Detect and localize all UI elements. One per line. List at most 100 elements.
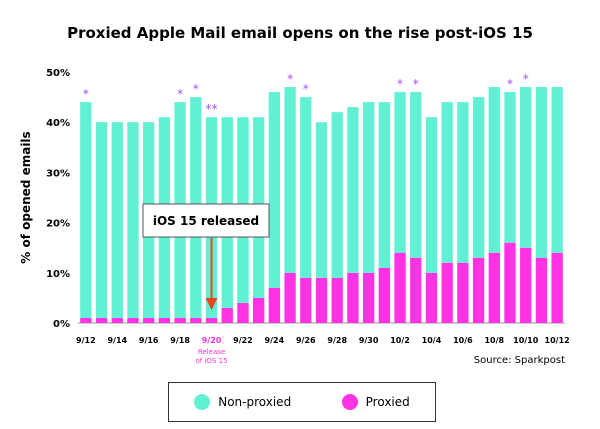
significance-star: * (413, 77, 419, 91)
x-tick-label: 9/28 (327, 336, 347, 345)
bar-proxied (472, 257, 485, 323)
bar-non-proxied (488, 87, 500, 253)
bar-proxied (190, 317, 202, 323)
bar-proxied (80, 317, 92, 323)
bar-non-proxied (111, 122, 123, 318)
bar-non-proxied (315, 122, 328, 278)
x-tick-label: 9/14 (107, 336, 127, 345)
x-tick-label: 10/10 (513, 336, 539, 345)
bar-non-proxied (268, 92, 281, 288)
significance-star: * (507, 77, 513, 91)
bar-non-proxied (441, 102, 453, 263)
x-tick-label: 9/30 (359, 336, 379, 345)
legend-item-non-proxied: Non-proxied (194, 394, 291, 410)
x-tick-label: 9/26 (296, 336, 316, 345)
bar-proxied (127, 317, 139, 323)
bar-non-proxied (80, 102, 92, 318)
bar-proxied (221, 307, 233, 323)
bar-non-proxied (457, 102, 469, 263)
bar-proxied (551, 252, 563, 323)
bar-proxied (441, 262, 453, 323)
bar-proxied (237, 302, 249, 323)
significance-star: * (83, 87, 89, 101)
bar-non-proxied (347, 107, 359, 273)
bar-proxied (143, 317, 155, 323)
bar-non-proxied (331, 112, 343, 278)
x-tick-label: 10/6 (453, 336, 473, 345)
bar-proxied (535, 257, 548, 323)
bar-proxied (284, 272, 296, 323)
legend-item-proxied: Proxied (341, 394, 410, 410)
bar-proxied (520, 247, 532, 323)
bar-non-proxied (127, 122, 139, 318)
bar-proxied (315, 277, 328, 323)
source-note: Source: Sparkpost (474, 355, 565, 366)
x-tick-label: 9/18 (170, 336, 190, 345)
bar-non-proxied (300, 97, 312, 278)
bar-proxied (300, 277, 312, 323)
callout-text: iOS 15 released (153, 214, 259, 228)
bar-non-proxied (394, 92, 406, 253)
bar-non-proxied (551, 87, 563, 253)
release-note-line1: Release (198, 348, 225, 356)
y-tick-label: 0% (53, 319, 70, 330)
significance-star: ** (206, 102, 218, 116)
bar-non-proxied (362, 102, 375, 273)
legend-swatch-non-proxied (194, 394, 211, 410)
bar-proxied (457, 262, 469, 323)
bar-non-proxied (535, 87, 548, 258)
bar-proxied (95, 317, 108, 323)
x-tick-label: 9/16 (139, 336, 159, 345)
y-tick-label: 50% (46, 68, 70, 79)
legend-label-non-proxied: Non-proxied (218, 395, 292, 409)
x-tick-label: 10/8 (484, 336, 504, 345)
significance-star: * (303, 82, 309, 96)
x-tick-label: 10/12 (545, 336, 570, 345)
significance-star: * (523, 72, 529, 86)
bar-proxied (158, 317, 171, 323)
bar-proxied (268, 287, 281, 323)
significance-star: * (193, 82, 199, 96)
y-tick-label: 40% (46, 118, 70, 129)
x-tick-label: 10/4 (422, 336, 442, 345)
significance-star: * (397, 77, 403, 91)
bar-non-proxied (95, 122, 108, 318)
bar-proxied (410, 257, 422, 323)
x-tick-label: 10/2 (390, 336, 410, 345)
bar-proxied (347, 272, 359, 323)
y-axis-label: % of opened emails (19, 131, 33, 263)
x-tick-label: 9/24 (265, 336, 285, 345)
bar-proxied (425, 272, 438, 323)
y-tick-label: 10% (46, 269, 70, 280)
bar-proxied (378, 267, 390, 323)
bar-proxied (253, 297, 265, 323)
y-tick-label: 30% (46, 168, 70, 179)
bar-non-proxied (425, 117, 438, 273)
bar-proxied (504, 242, 516, 323)
x-tick-label: 9/20 (202, 336, 222, 345)
bar-proxied (394, 252, 406, 323)
bar-proxied (488, 252, 500, 323)
bar-non-proxied (520, 87, 532, 248)
legend-swatch-proxied (341, 394, 358, 410)
bar-proxied (111, 317, 123, 323)
x-tick-label: 9/12 (76, 336, 96, 345)
x-tick-label: 9/22 (233, 336, 253, 345)
y-tick-label: 20% (46, 219, 70, 230)
bar-proxied (331, 277, 343, 323)
bar-non-proxied (284, 87, 296, 273)
significance-star: * (287, 72, 293, 86)
chart-legend: Non-proxied Proxied (168, 382, 436, 422)
bar-proxied (205, 317, 218, 323)
bar-proxied (174, 317, 186, 323)
bar-non-proxied (472, 97, 485, 258)
chart-title: Proxied Apple Mail email opens on the ri… (67, 24, 533, 42)
legend-label-proxied: Proxied (365, 395, 410, 409)
callout-box (142, 203, 270, 238)
bar-non-proxied (410, 92, 422, 258)
significance-star: * (177, 87, 183, 101)
bar-non-proxied (504, 92, 516, 243)
bar-non-proxied (378, 102, 390, 268)
callout-arrow-head (205, 298, 218, 310)
